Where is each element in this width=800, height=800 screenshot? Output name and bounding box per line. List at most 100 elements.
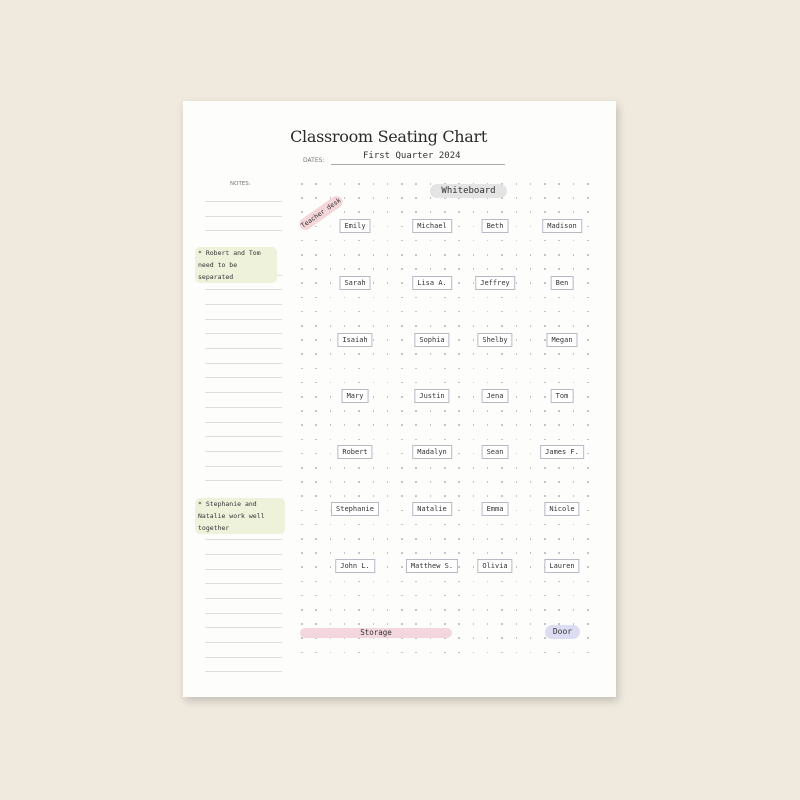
grid-dot xyxy=(458,637,460,639)
grid-dot xyxy=(329,225,332,228)
seat-card[interactable]: Lisa A. xyxy=(412,276,452,290)
grid-dot xyxy=(301,637,303,639)
grid-dot xyxy=(315,637,317,639)
grid-dot xyxy=(587,438,589,441)
grid-dot xyxy=(301,623,303,625)
grid-dot xyxy=(458,268,460,270)
grid-dot xyxy=(587,183,589,185)
grid-dot xyxy=(372,538,375,540)
seat-card[interactable]: Matthew S. xyxy=(405,559,459,573)
grid-dot xyxy=(301,381,303,384)
seat-card[interactable]: Megan xyxy=(546,333,578,347)
grid-dot xyxy=(458,254,460,256)
grid-dot xyxy=(429,637,432,639)
grid-dot xyxy=(572,381,575,384)
grid-dot xyxy=(558,310,560,313)
seat-card[interactable]: Stephanie xyxy=(331,502,379,516)
grid-dot xyxy=(572,268,575,270)
grid-dot xyxy=(444,325,446,327)
seat-card[interactable]: Justin xyxy=(414,389,450,403)
seat-card[interactable]: Nicole xyxy=(544,502,580,516)
seat-card[interactable]: Lauren xyxy=(544,559,580,573)
grid-dot xyxy=(444,254,446,256)
seat-card[interactable]: Jeffrey xyxy=(475,276,515,290)
grid-dot xyxy=(529,239,532,242)
grid-dot xyxy=(501,623,503,625)
seat-card[interactable]: Emily xyxy=(339,219,371,233)
grid-dot xyxy=(587,566,589,568)
grid-dot xyxy=(472,495,475,497)
grid-dot xyxy=(372,424,375,426)
grid-dot xyxy=(529,225,532,228)
grid-dot xyxy=(515,452,518,455)
grid-dot xyxy=(572,310,575,313)
grid-dot xyxy=(401,580,403,583)
grid-dot xyxy=(572,438,575,441)
seat-card[interactable]: Michael xyxy=(412,219,452,233)
grid-dot xyxy=(415,325,417,327)
grid-dot xyxy=(358,183,360,185)
seat-card[interactable]: Tom xyxy=(550,389,574,403)
grid-dot xyxy=(558,183,560,185)
grid-dot xyxy=(544,538,546,540)
note-line xyxy=(205,642,282,643)
seat-card[interactable]: Ben xyxy=(550,276,574,290)
grid-dot xyxy=(301,509,303,512)
grid-dot xyxy=(544,410,546,412)
seat-card[interactable]: James F. xyxy=(540,445,584,459)
seat-card[interactable]: Emma xyxy=(481,502,509,516)
grid-dot xyxy=(558,438,560,441)
grid-dot xyxy=(301,495,303,497)
grid-dot xyxy=(501,523,503,526)
grid-dot xyxy=(301,339,303,341)
note-line xyxy=(205,568,282,570)
grid-dot xyxy=(444,183,446,185)
grid-dot xyxy=(401,211,403,213)
grid-dot xyxy=(386,183,389,185)
seat-card[interactable]: Madison xyxy=(542,219,582,233)
grid-dot xyxy=(329,609,332,611)
seat-card[interactable]: Jena xyxy=(481,389,509,403)
grid-dot xyxy=(429,197,432,199)
seat-card[interactable]: Mary xyxy=(341,389,369,403)
seat-card[interactable]: Madalyn xyxy=(412,445,452,459)
grid-dot xyxy=(486,424,489,426)
grid-dot xyxy=(315,651,317,654)
door-label: Door xyxy=(545,625,580,639)
grid-dot xyxy=(529,367,532,370)
grid-dot xyxy=(501,637,503,639)
grid-dot xyxy=(315,296,317,299)
seat-card[interactable]: Shelby xyxy=(477,333,513,347)
grid-dot xyxy=(315,424,317,426)
grid-dot xyxy=(429,495,432,497)
grid-dot xyxy=(515,225,518,228)
grid-dot xyxy=(515,367,518,370)
seat-card[interactable]: Sophia xyxy=(414,333,450,347)
grid-dot xyxy=(386,353,389,355)
grid-dot xyxy=(358,651,360,654)
note-line xyxy=(205,436,282,438)
grid-dot xyxy=(301,566,303,568)
grid-dot xyxy=(558,197,560,199)
grid-dot xyxy=(401,367,403,370)
seat-card[interactable]: Natalie xyxy=(412,502,452,516)
dates-label: DATES: xyxy=(303,157,325,164)
seat-card[interactable]: Olivia xyxy=(477,559,513,573)
seat-card[interactable]: Sean xyxy=(481,445,509,459)
grid-dot xyxy=(386,310,389,313)
seat-card[interactable]: Sarah xyxy=(339,276,371,290)
grid-dot xyxy=(458,538,460,540)
grid-dot xyxy=(544,609,546,611)
grid-dot xyxy=(343,268,346,270)
seat-card[interactable]: Isaiah xyxy=(337,333,373,347)
grid-dot xyxy=(587,637,589,639)
note-1: * Robert and Tom need to be separated xyxy=(195,247,277,283)
grid-dot xyxy=(587,523,589,526)
seat-card[interactable]: Beth xyxy=(481,219,509,233)
grid-dot xyxy=(515,594,518,597)
grid-dot xyxy=(458,495,460,497)
seat-card[interactable]: John L. xyxy=(335,559,375,573)
note-line xyxy=(205,671,282,673)
grid-dot xyxy=(329,339,332,341)
seat-card[interactable]: Robert xyxy=(337,445,373,459)
